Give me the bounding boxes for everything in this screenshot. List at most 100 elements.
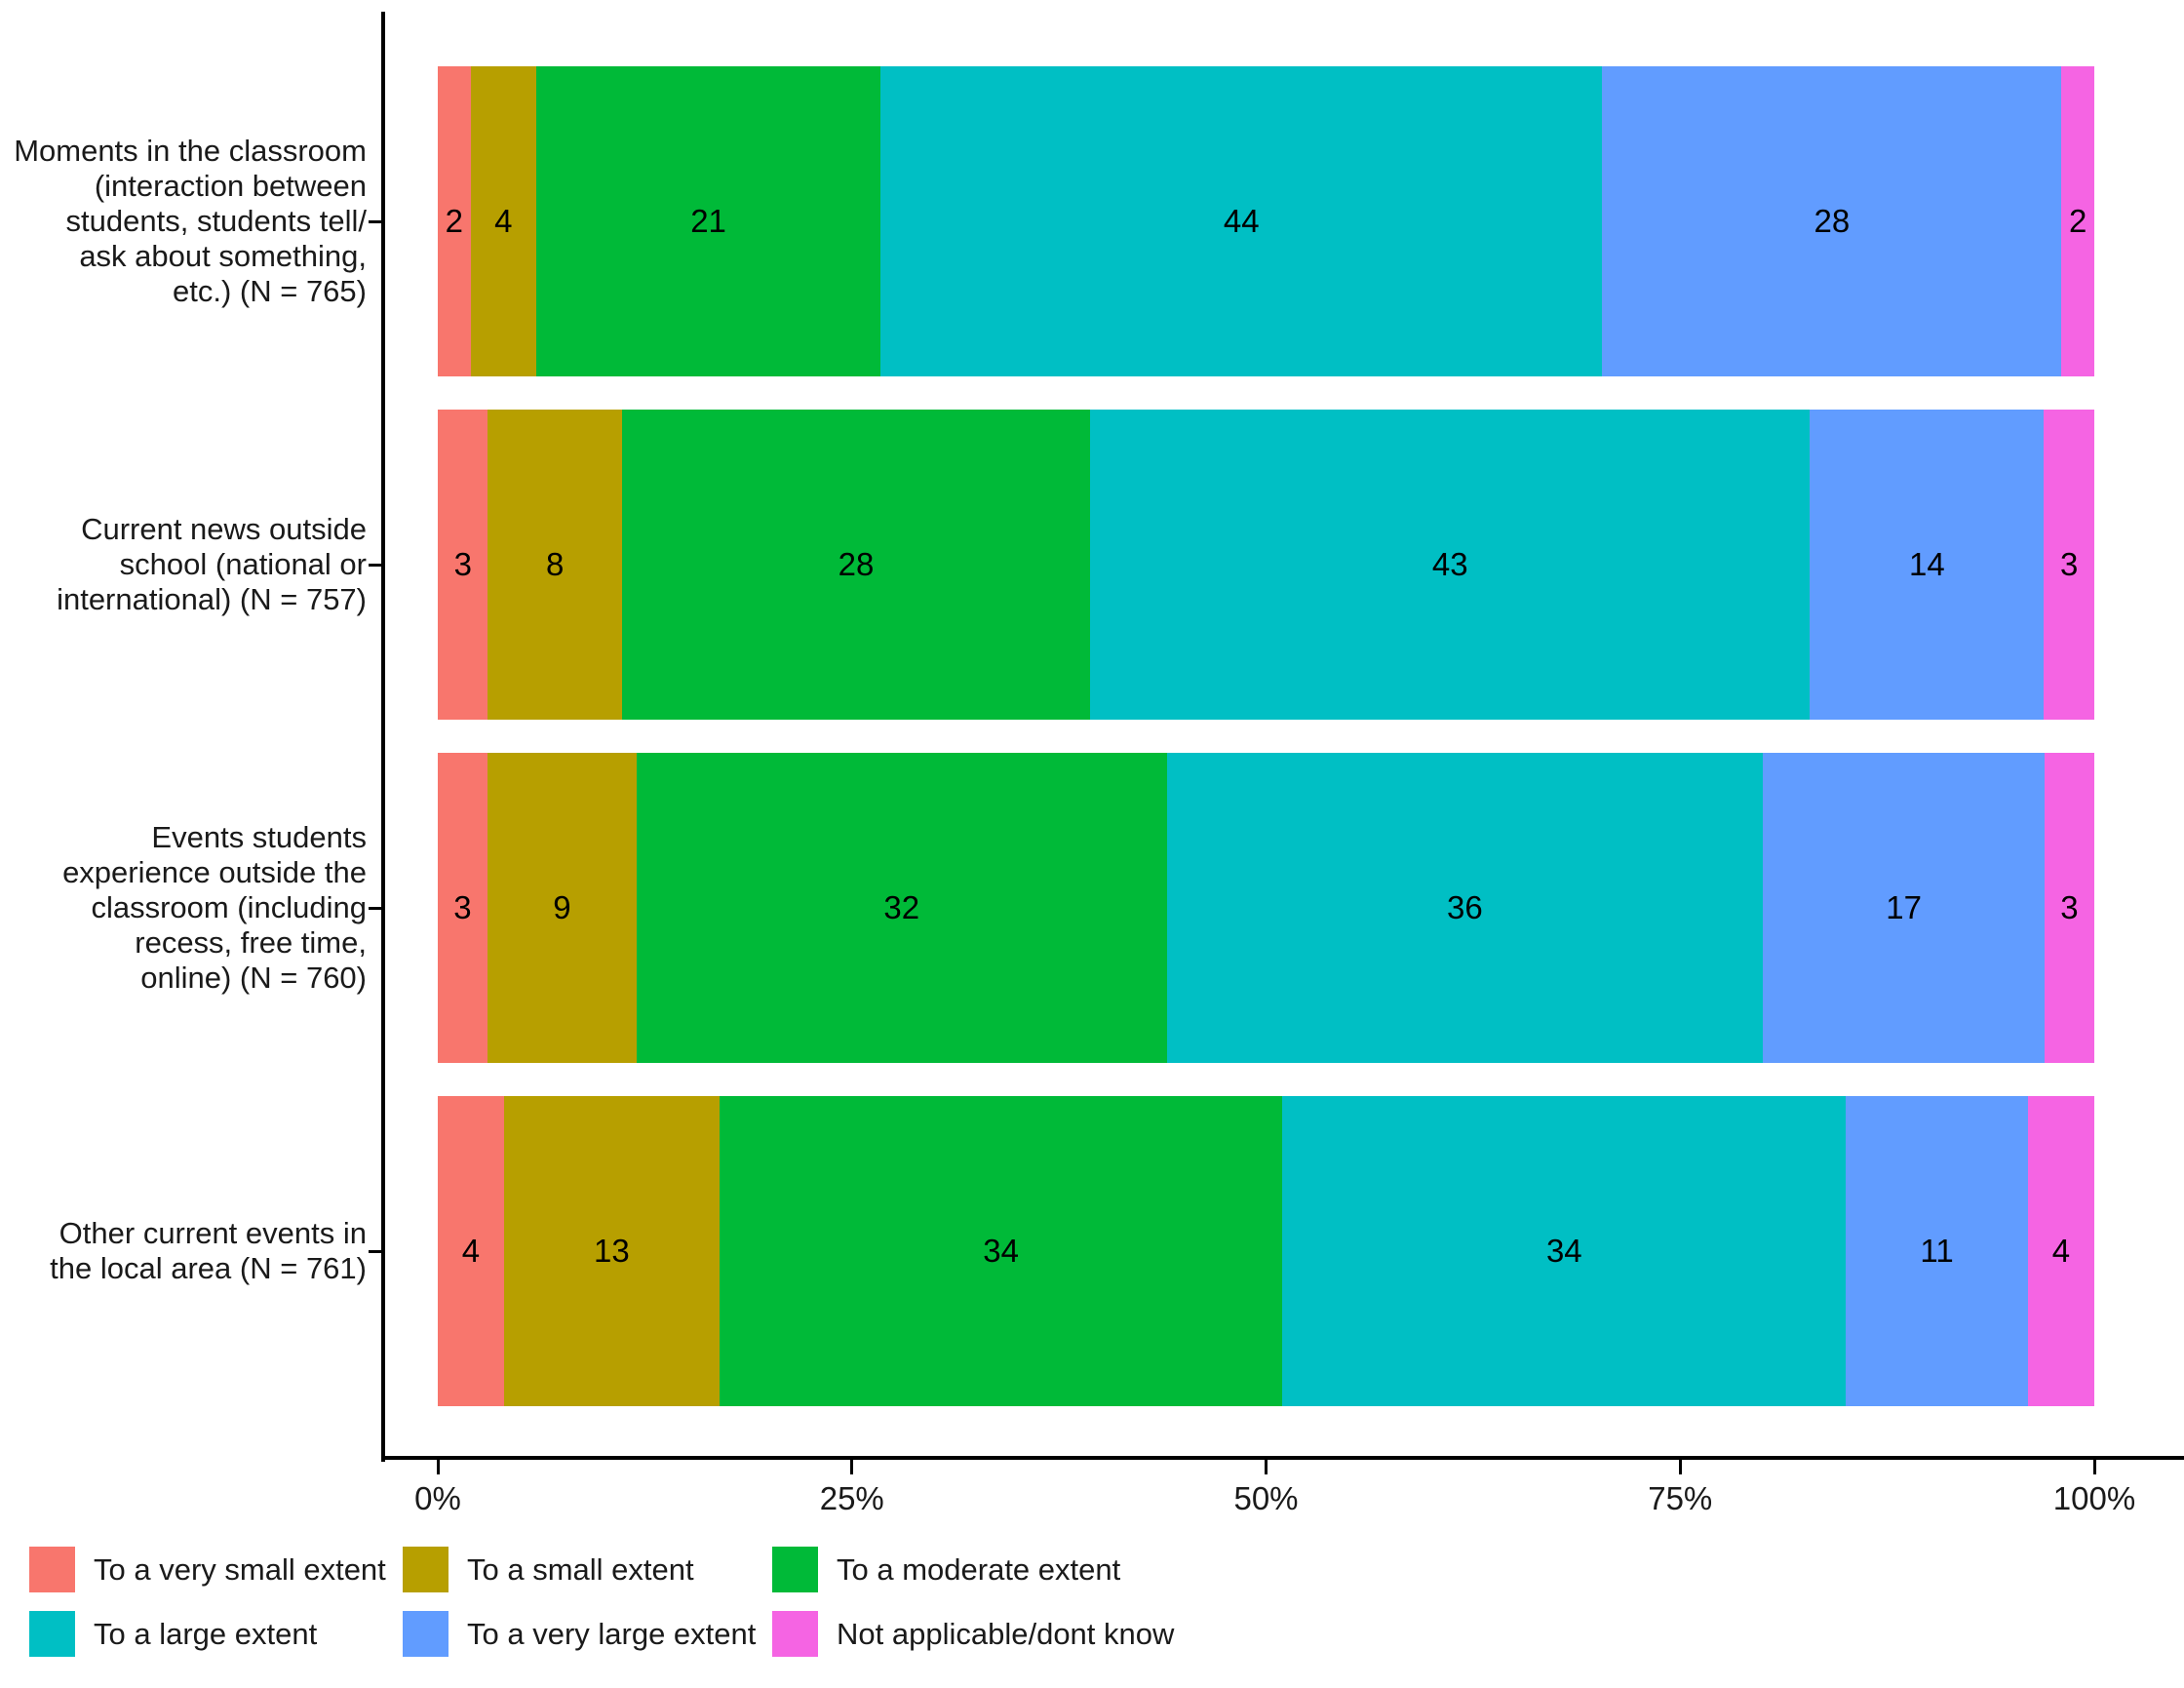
category-label: Current news outside school (national or i…: [0, 410, 367, 720]
legend-label: To a small extent: [467, 1551, 694, 1587]
bar-value-label: 28: [1814, 203, 1851, 239]
legend-label: To a moderate extent: [837, 1551, 1121, 1587]
bar-segment: 36: [1166, 753, 1764, 1063]
y-axis-tick: [369, 564, 381, 567]
legend-label: To a very large extent: [467, 1616, 757, 1651]
x-axis-tick: [850, 1460, 854, 1474]
category-label-line: etc.) (N = 765): [173, 274, 367, 308]
y-axis-tick: [369, 907, 381, 910]
bar-value-label: 34: [1545, 1233, 1582, 1269]
bar-value-label: 4: [2051, 1233, 2071, 1269]
category-label-line: Other current events in: [58, 1216, 367, 1250]
y-axis-tick: [369, 220, 381, 223]
bar-segment: 4: [2028, 1096, 2094, 1406]
category-label-line: ask about something,: [79, 239, 367, 273]
bar-segment: 4: [438, 1096, 504, 1406]
bar-segment: 2: [438, 66, 471, 376]
x-axis-tick-label: 75%: [1648, 1480, 1713, 1516]
category-label-line: students, students tell/: [65, 204, 367, 238]
bar-segment: 3: [2045, 753, 2094, 1063]
category-label-line: (interaction between: [94, 169, 367, 203]
bar-value-label: 9: [553, 889, 571, 925]
bar-segment: 3: [438, 753, 488, 1063]
category-label-line: school (national or: [119, 547, 367, 581]
bar-value-label: 44: [1223, 203, 1260, 239]
bar-segment: 21: [535, 66, 881, 376]
bar-value-label: 32: [883, 889, 920, 925]
bar-value-label: 43: [1431, 546, 1468, 582]
bar-segment: 14: [1810, 410, 2045, 720]
bar-value-label: 11: [1920, 1233, 1954, 1269]
x-axis-tick: [2092, 1460, 2096, 1474]
bar-segment: 4: [470, 66, 536, 376]
category-label-line: Current news outside: [81, 512, 367, 546]
legend-swatch: [403, 1547, 448, 1592]
bar-segment: 34: [719, 1096, 1283, 1406]
bar-value-label: 28: [838, 546, 875, 582]
bar-row: 3 9 32 36 17 3: [438, 753, 2094, 1063]
bar-value-label: 2: [445, 203, 463, 239]
bar-segment: 13: [503, 1096, 720, 1406]
x-axis-tick-label: 100%: [2052, 1480, 2136, 1516]
legend-label: Not applicable/dont know: [837, 1616, 1175, 1651]
bar-value-label: 4: [494, 203, 513, 239]
bar-segment: 8: [488, 410, 622, 720]
bar-segment: 28: [1602, 66, 2062, 376]
bar-row: 2 4 21 44 28 2: [438, 66, 2094, 376]
category-label-line: Moments in the classroom: [14, 134, 367, 168]
x-axis-tick: [436, 1460, 440, 1474]
category-label-line: recess, free time,: [135, 925, 367, 960]
bar-value-label: 3: [2060, 889, 2079, 925]
bar-segment: 3: [438, 410, 488, 720]
bar-value-label: 14: [1908, 546, 1945, 582]
bar-segment: 32: [636, 753, 1167, 1063]
legend-swatch: [772, 1547, 818, 1592]
bar-value-label: 21: [690, 203, 726, 239]
bar-segment: 2: [2061, 66, 2094, 376]
bar-row: 3 8 28 43 14 3: [438, 410, 2094, 720]
bar-segment: 43: [1090, 410, 1811, 720]
bar-segment: 17: [1763, 753, 2045, 1063]
legend-swatch: [29, 1611, 75, 1657]
category-label: Moments in the classroom (interaction bet…: [0, 66, 367, 376]
category-label: Events students experience outside the cla…: [0, 753, 367, 1063]
bar-value-label: 2: [2068, 203, 2087, 239]
category-label-line: Events students: [151, 820, 367, 854]
category-label-line: experience outside the: [62, 855, 367, 889]
bar-row: 4 13 34 34 11 4: [438, 1096, 2094, 1406]
y-axis-tick: [369, 1250, 381, 1253]
x-axis-tick-label: 0%: [414, 1480, 461, 1516]
x-axis-tick-label: 25%: [819, 1480, 884, 1516]
category-label-line: online) (N = 760): [140, 961, 367, 995]
bar-segment: 3: [2044, 410, 2094, 720]
legend-swatch: [772, 1611, 818, 1657]
x-axis-tick: [1265, 1460, 1268, 1474]
bar-value-label: 3: [453, 889, 472, 925]
legend-label: To a large extent: [94, 1616, 318, 1651]
bar-segment: 9: [487, 753, 637, 1063]
x-axis-tick: [1678, 1460, 1682, 1474]
bar-value-label: 3: [453, 546, 472, 582]
bar-value-label: 13: [594, 1233, 630, 1269]
bar-value-label: 36: [1447, 889, 1483, 925]
bar-value-label: 3: [2060, 546, 2079, 582]
legend-label: To a very small extent: [94, 1551, 386, 1587]
bar-value-label: 4: [461, 1233, 481, 1269]
category-label-line: international) (N = 757): [57, 582, 367, 616]
legend-swatch: [403, 1611, 448, 1657]
x-axis-tick-label: 50%: [1233, 1480, 1299, 1516]
bar-segment: 34: [1282, 1096, 1847, 1406]
bar-value-label: 34: [983, 1233, 1019, 1269]
bar-segment: 11: [1846, 1096, 2028, 1406]
bar-value-label: 8: [545, 546, 565, 582]
bar-value-label: 17: [1886, 889, 1922, 925]
x-axis-line: [381, 1456, 2184, 1460]
bar-segment: 44: [880, 66, 1603, 376]
category-label-line: the local area (N = 761): [50, 1251, 367, 1285]
category-label: Other current events in the local area (N…: [0, 1096, 367, 1406]
y-axis-line: [381, 12, 385, 1462]
legend-swatch: [29, 1547, 75, 1592]
bar-segment: 28: [621, 410, 1091, 720]
category-label-line: classroom (including: [91, 890, 367, 924]
